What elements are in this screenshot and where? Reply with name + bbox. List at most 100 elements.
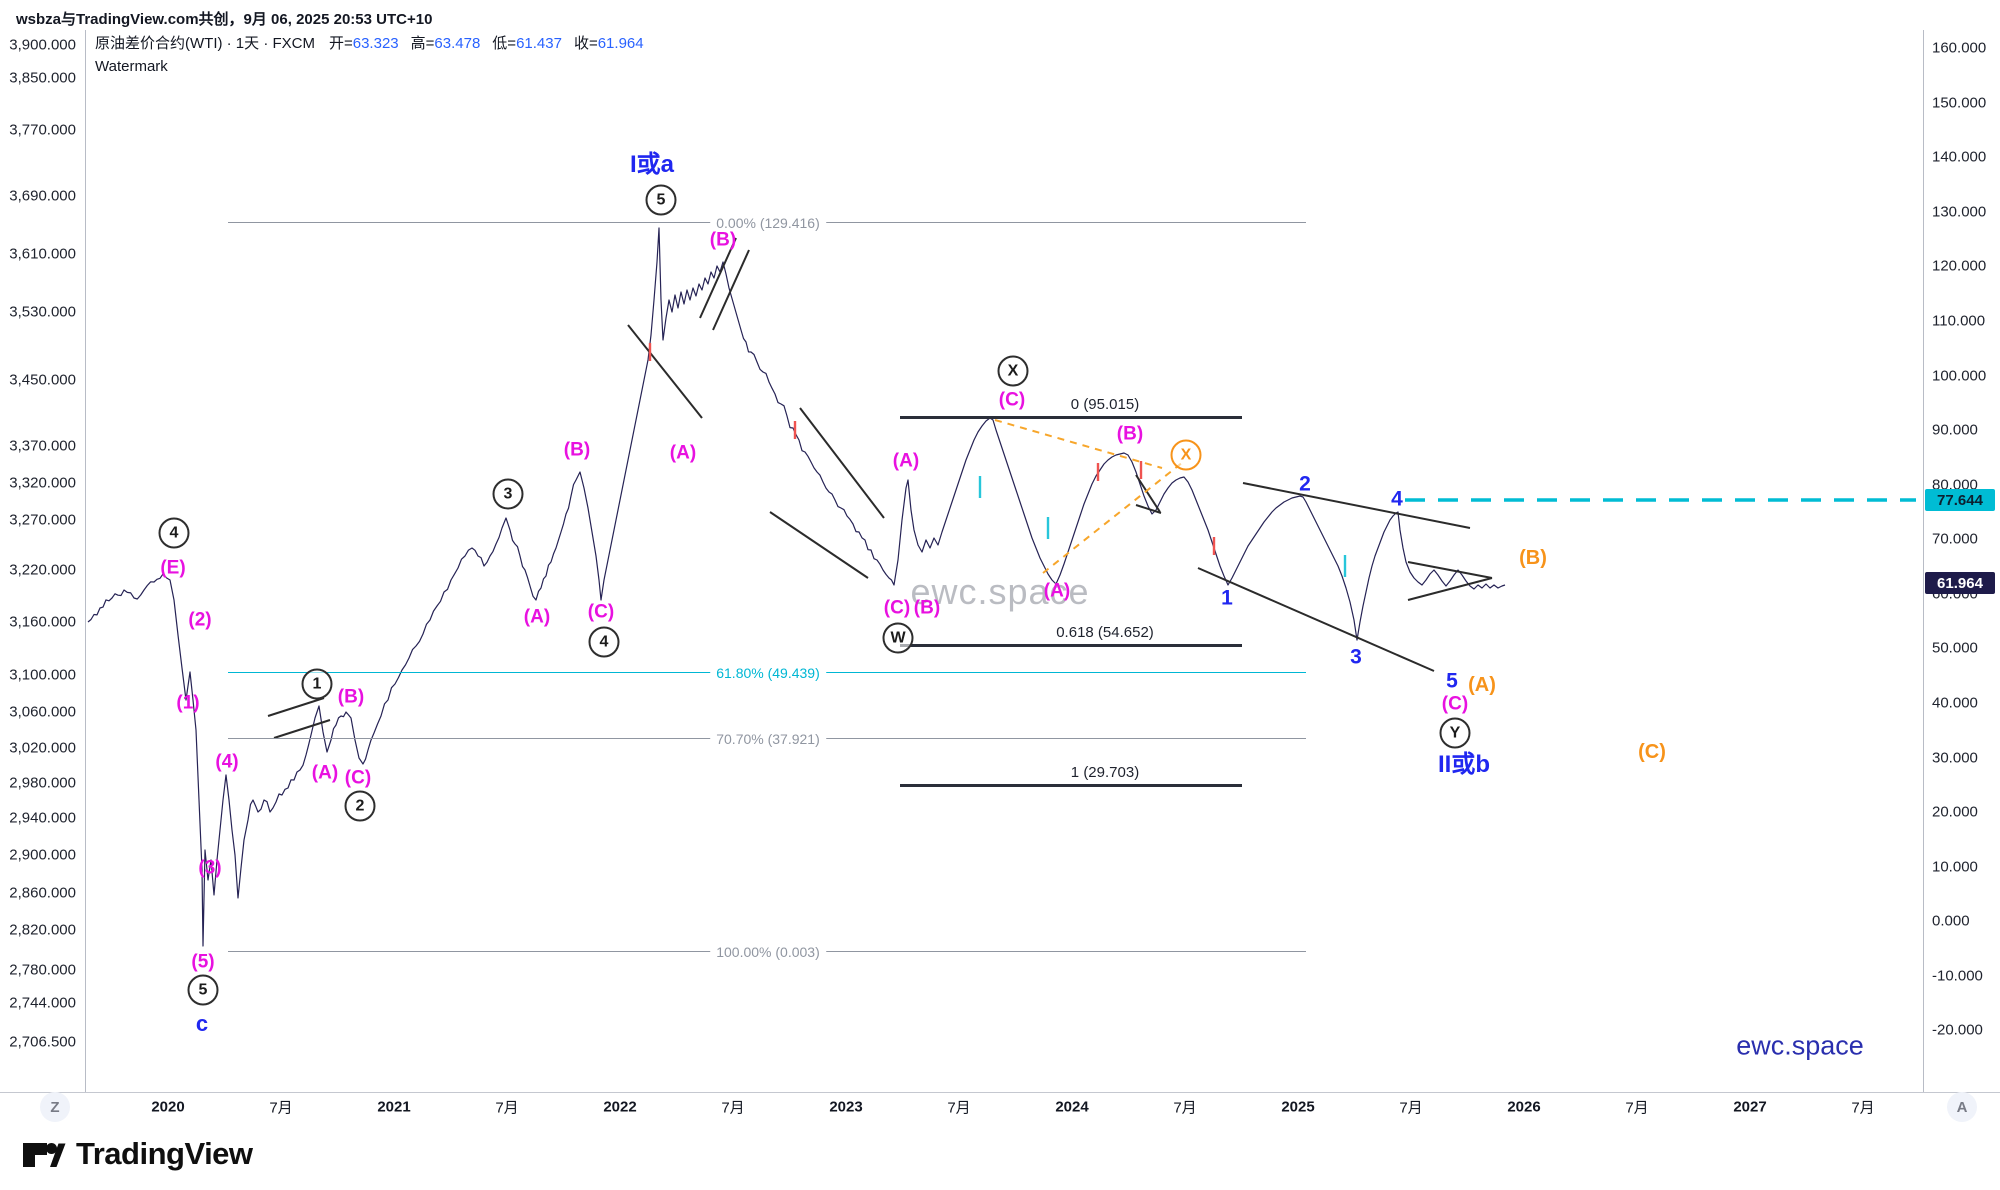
wave-label-circle[interactable]: 5 — [187, 974, 219, 1006]
wave-label-circle[interactable]: X — [997, 355, 1029, 387]
wave-label-magenta[interactable]: (A) — [892, 450, 920, 472]
auto-scale-button[interactable]: A — [1947, 1092, 1977, 1122]
wave-label-circle-orange[interactable]: X — [1170, 439, 1202, 471]
wave-label-orange[interactable]: (A) — [1468, 674, 1496, 696]
wave-label-magenta[interactable]: (B) — [1116, 423, 1144, 445]
trendline — [1407, 577, 1493, 601]
time-axis-tick: 2026 — [1507, 1098, 1541, 1116]
left-axis-tick: 3,270.000 — [9, 511, 76, 529]
trendline — [769, 511, 869, 579]
wave-label-magenta[interactable]: (C) — [587, 601, 615, 623]
time-axis-tick: 7月 — [269, 1099, 293, 1117]
wave-label-orange[interactable]: (C) — [1638, 741, 1666, 763]
time-axis-tick: 7月 — [1173, 1099, 1197, 1117]
trendline — [799, 407, 885, 519]
wave-label-blue[interactable]: 1 — [1221, 586, 1233, 610]
right-axis-tick: 50.000 — [1932, 639, 1978, 657]
left-axis-tick: 2,820.000 — [9, 921, 76, 939]
trendline — [267, 697, 325, 717]
wave-label-circle[interactable]: Y — [1439, 717, 1471, 749]
wave-label-circle[interactable]: 4 — [588, 626, 620, 658]
trendline — [627, 324, 703, 419]
wave-label-magenta[interactable]: (1) — [176, 692, 200, 714]
wave-label-magenta[interactable]: (4) — [215, 751, 239, 773]
left-axis-tick: 3,690.000 — [9, 187, 76, 205]
fib-retracement-label: 70.70% (37.921) — [710, 731, 826, 747]
fib-projection-line[interactable] — [900, 416, 1242, 419]
wave-label-magenta[interactable]: (C) — [1441, 693, 1469, 715]
wave-label-circle[interactable]: 3 — [492, 478, 524, 510]
time-axis-tick: 2024 — [1055, 1098, 1089, 1116]
wave-label-magenta[interactable]: (A) — [523, 606, 551, 628]
chart-legend[interactable]: 原油差价合约(WTI) · 1天 · FXCM 开=63.323 高=63.478 低… — [95, 32, 656, 53]
trendline — [712, 249, 750, 331]
left-axis-tick: 2,900.000 — [9, 846, 76, 864]
time-axis-tick: 7月 — [947, 1099, 971, 1117]
price-series — [87, 227, 1506, 947]
wave-label-orange[interactable]: (B) — [1519, 547, 1547, 569]
right-axis-tick: 90.000 — [1932, 421, 1978, 439]
left-axis-tick: 3,610.000 — [9, 245, 76, 263]
fib-projection-label: 1 (29.703) — [1070, 764, 1140, 781]
right-axis-tick: -20.000 — [1932, 1021, 1983, 1039]
time-axis-tick: 2021 — [377, 1098, 411, 1116]
right-axis-tick: 20.000 — [1932, 803, 1978, 821]
wave-label-magenta[interactable]: (3) — [198, 857, 222, 879]
wave-label-magenta[interactable]: (E) — [160, 557, 186, 579]
wave-label-magenta[interactable]: (B) — [913, 597, 941, 619]
wave-label-magenta[interactable]: (5) — [191, 951, 215, 973]
wave-label-magenta[interactable]: (B) — [337, 686, 365, 708]
bottom-right-watermark: ewc.space — [1736, 1030, 1864, 1061]
wave-label-magenta[interactable]: (B) — [563, 439, 591, 461]
wave-label-magenta[interactable]: (B) — [709, 229, 737, 251]
fib-retracement-label: 0.00% (129.416) — [710, 215, 826, 231]
wave-label-blue[interactable]: 4 — [1391, 487, 1403, 511]
wave-label-circle[interactable]: 1 — [301, 668, 333, 700]
time-axis-tick: 2022 — [603, 1098, 637, 1116]
left-axis-tick: 2,860.000 — [9, 884, 76, 902]
wave-label-blue[interactable]: II或b — [1438, 751, 1490, 778]
fib-projection-label: 0.618 (54.652) — [1056, 624, 1154, 641]
fib-projection-line[interactable] — [900, 644, 1242, 647]
wave-label-circle[interactable]: 2 — [344, 790, 376, 822]
wave-label-magenta[interactable]: (C) — [998, 389, 1026, 411]
time-axis-tick: 7月 — [495, 1099, 519, 1117]
wave-label-blue[interactable]: c — [195, 1011, 209, 1036]
last-price-tag: 61.964 — [1925, 572, 1995, 594]
fib-projection-label: 0 (95.015) — [1070, 396, 1140, 413]
left-axis-tick: 3,220.000 — [9, 561, 76, 579]
wave-label-blue[interactable]: I或a — [629, 151, 675, 178]
wave-label-magenta[interactable]: (A) — [669, 442, 697, 464]
right-axis-tick: 10.000 — [1932, 858, 1978, 876]
ohlc-field: 高=63.478 — [410, 35, 481, 52]
left-axis-tick: 3,100.000 — [9, 666, 76, 684]
fib-projection-line[interactable] — [900, 784, 1242, 787]
right-axis-tick: 100.000 — [1932, 367, 1987, 385]
time-axis-tick: 7月 — [1625, 1099, 1649, 1117]
wave-label-magenta[interactable]: (2) — [188, 609, 212, 631]
wave-label-magenta[interactable]: (C) — [344, 767, 372, 789]
wave-label-blue[interactable]: 3 — [1350, 645, 1362, 669]
wave-label-circle[interactable]: 5 — [645, 184, 677, 216]
wave-label-circle[interactable]: W — [882, 622, 914, 654]
tradingview-logo[interactable]: TradingView — [20, 1131, 253, 1177]
left-axis-tick: 3,020.000 — [9, 739, 76, 757]
wave-label-blue[interactable]: 2 — [1299, 472, 1311, 496]
wave-label-magenta[interactable]: (A) — [311, 762, 339, 784]
right-axis-tick: 120.000 — [1932, 257, 1987, 275]
orange-dashed-guide — [1042, 461, 1184, 574]
wave-label-circle[interactable]: 4 — [158, 517, 190, 549]
wave-label-magenta[interactable]: (C) — [883, 597, 911, 619]
wave-label-blue[interactable]: 5 — [1446, 669, 1458, 693]
ohlc-field: 开=63.323 — [328, 35, 399, 52]
right-axis-tick: 0.000 — [1932, 912, 1970, 930]
time-axis-tick: 2023 — [829, 1098, 863, 1116]
wave-label-magenta[interactable]: (A) — [1043, 580, 1071, 602]
left-axis-tick: 2,706.500 — [9, 1033, 76, 1051]
publisher-watermark-label: Watermark — [95, 58, 168, 75]
trendline — [1242, 482, 1471, 529]
right-axis-tick: -10.000 — [1932, 967, 1983, 985]
symbol-title: 原油差价合约(WTI) · 1天 · FXCM — [95, 35, 315, 52]
timezone-button[interactable]: Z — [40, 1092, 70, 1122]
